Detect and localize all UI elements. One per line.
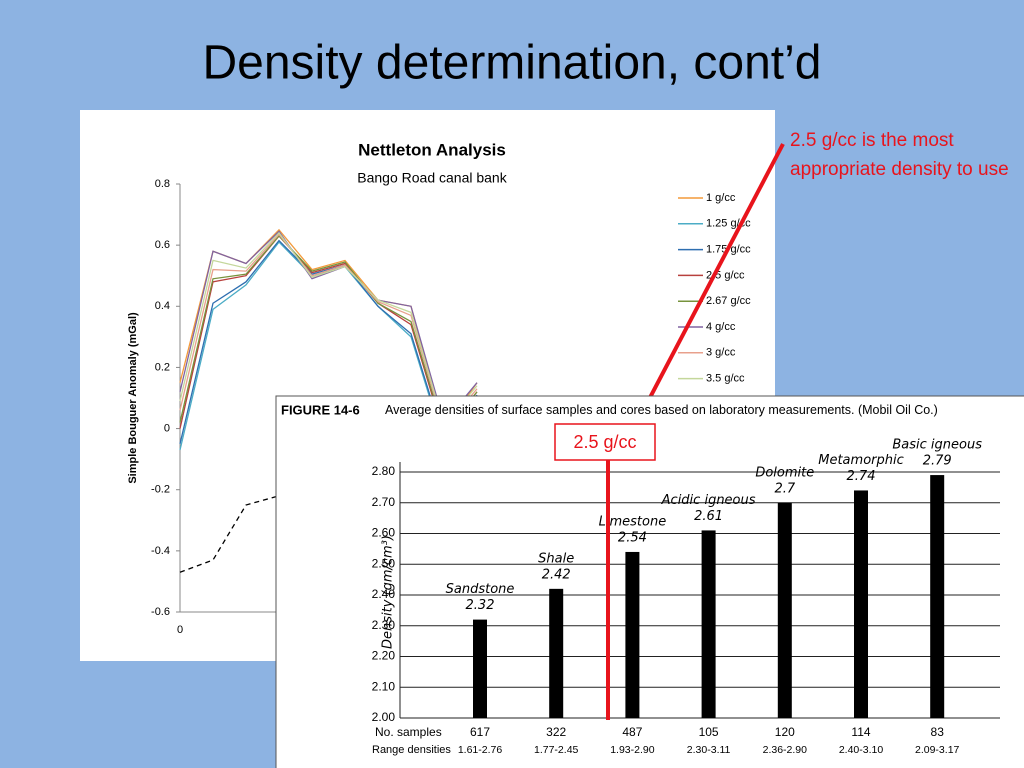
- note: 2.5 g/cc is the most appropriate density…: [790, 130, 1009, 180]
- y-tick-label: 0.6: [155, 239, 170, 251]
- y-tick-label: 0.4: [155, 300, 170, 312]
- row-label: Range densities: [372, 744, 451, 756]
- sample-count: 617: [470, 725, 490, 739]
- value-label: 2.32: [466, 598, 495, 613]
- y-tick-label: 0.8: [155, 178, 170, 190]
- y-tick-label: 2.60: [372, 526, 396, 540]
- series-line: [179, 239, 478, 445]
- marker-box: [554, 423, 656, 461]
- series-line: [179, 234, 478, 437]
- bar: [473, 619, 487, 718]
- y-tick-label: 2.00: [372, 710, 396, 724]
- sample-count: 120: [775, 725, 795, 739]
- bar: [854, 490, 868, 718]
- y-tick-label: 0.2: [155, 361, 170, 373]
- legend-label: 3.5 g/cc: [706, 373, 745, 385]
- category-label: Sandstone: [446, 582, 515, 597]
- value-label: 2.42: [542, 567, 571, 582]
- legend-label: 1 g/cc: [706, 192, 736, 204]
- bar-chart: 2.80 2.70 2.60 2.50 2.40 2.30 2.20 2.10 2.00No. …: [372, 438, 1000, 756]
- caption-box: Average densities of surface samples and…: [385, 403, 938, 417]
- range-density: 2.40-3.10: [839, 744, 884, 756]
- range-density: 1.77-2.45: [534, 744, 579, 756]
- chart-subtitle: Bango Road canal bank: [357, 170, 507, 186]
- series-line: [179, 233, 478, 430]
- y-tick-label: -0.6: [151, 606, 170, 618]
- bar: [625, 551, 640, 718]
- x-tick-label: 0: [177, 624, 183, 636]
- y-tick-label: 2.70: [372, 495, 396, 509]
- series-line: [179, 495, 280, 573]
- y-axis-label: Density (gm/cm³): [381, 535, 396, 649]
- slide-title: Density determination, cont’d: [203, 37, 822, 90]
- series-line: [179, 235, 478, 433]
- category-label: Limestone: [599, 514, 667, 529]
- sample-count: 114: [851, 725, 870, 739]
- sample-count: 105: [699, 725, 719, 739]
- bar: [549, 588, 564, 718]
- bar: [777, 502, 792, 718]
- y-tick-label: 2.10: [372, 679, 396, 693]
- value-label: 2.54: [618, 530, 647, 545]
- category-label: Dolomite: [755, 465, 814, 480]
- row-label: No. samples: [375, 725, 442, 739]
- chart-title: Nettleton Analysis: [358, 140, 506, 159]
- y-tick-label: -0.4: [151, 545, 170, 557]
- y-axis-label: Simple Bouguer Anomaly (mGal): [127, 312, 139, 484]
- y-tick-label: 2.50: [372, 556, 396, 570]
- value-label: 2.7: [774, 481, 795, 496]
- figure-caption: Average densities of surface samples and…: [385, 403, 938, 417]
- figure-number: FIGURE 14-6: [281, 402, 360, 417]
- category-label: Acidic igneous: [661, 493, 756, 508]
- y-tick-label: 2.40: [372, 587, 396, 601]
- category-label: Basic igneous: [892, 438, 982, 453]
- y-tick-label: 0: [164, 422, 170, 434]
- range-density: 1.93-2.90: [610, 744, 655, 756]
- series-line: [179, 241, 478, 451]
- value-label: 2.61: [694, 509, 723, 524]
- legend-label: 4 g/cc: [706, 321, 736, 333]
- series-line: [179, 231, 478, 427]
- note-box: 2.5 g/cc is the most appropriate density…: [790, 130, 1009, 180]
- y-tick-label: 2.80: [372, 464, 396, 478]
- bar: [701, 530, 716, 718]
- sample-count: 487: [622, 725, 642, 739]
- category-label: Metamorphic: [818, 453, 904, 468]
- category-label: Shale: [538, 551, 574, 566]
- y-tick-label: -0.2: [151, 484, 170, 496]
- value-label: 2.79: [923, 454, 952, 469]
- y-tick-label: 2.20: [372, 649, 396, 663]
- legend-label: 3 g/cc: [706, 347, 736, 359]
- range-density: 1.61-2.76: [458, 744, 503, 756]
- series-line: [179, 230, 478, 424]
- range-density: 2.09-3.17: [915, 744, 960, 756]
- bar: [930, 475, 945, 718]
- sample-count: 83: [931, 725, 945, 739]
- value-label: 2.74: [847, 469, 876, 484]
- y-tick-label: 2.30: [372, 618, 396, 632]
- range-density: 2.36-2.90: [763, 744, 808, 756]
- legend-label: 2.67 g/cc: [706, 295, 751, 307]
- range-density: 2.30-3.11: [687, 744, 731, 756]
- marker-label: 2.5 g/cc: [573, 432, 636, 452]
- sample-count: 322: [546, 725, 566, 739]
